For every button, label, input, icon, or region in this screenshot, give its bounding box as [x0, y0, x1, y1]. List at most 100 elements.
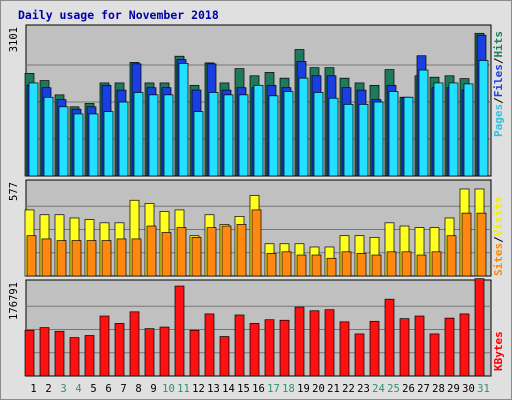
chart-title: Daily usage for November 2018	[18, 8, 219, 22]
legend-separator: /	[492, 57, 505, 64]
x-tick-label-14: 14	[222, 383, 235, 395]
bar-sites-day-23	[356, 253, 367, 277]
bar-kbytes-day-8	[129, 311, 140, 377]
bar-kbytes-day-10	[159, 326, 170, 377]
x-tick-label-6: 6	[105, 383, 111, 395]
bar-sites-day-14	[221, 225, 232, 277]
legend-item-pages: Pages	[492, 104, 505, 137]
x-tick-label-28: 28	[432, 383, 445, 395]
x-tick-label-23: 23	[357, 383, 370, 395]
bar-pages-day-29	[448, 82, 459, 177]
bar-sites-day-19	[296, 254, 307, 277]
bar-pages-day-11	[178, 63, 189, 177]
bar-sites-day-16	[251, 209, 262, 277]
legend-item-files: Files	[492, 64, 505, 97]
bar-sites-day-2	[41, 238, 52, 277]
bar-kbytes-day-27	[414, 315, 425, 377]
bar-kbytes-day-16	[249, 323, 260, 377]
bar-sites-day-31	[476, 212, 487, 277]
bar-sites-day-8	[131, 238, 142, 277]
bar-sites-day-26	[401, 251, 412, 277]
bar-pages-day-1	[28, 82, 39, 177]
bar-kbytes-day-5	[84, 335, 95, 377]
bar-sites-day-7	[116, 238, 127, 277]
bar-pages-day-24	[373, 101, 384, 177]
bar-kbytes-day-7	[114, 323, 125, 377]
x-tick-label-31: 31	[477, 383, 490, 395]
bar-pages-day-2	[43, 96, 54, 177]
bar-sites-day-15	[236, 224, 247, 277]
x-tick-label-7: 7	[120, 383, 126, 395]
bar-kbytes-day-25	[384, 298, 395, 377]
bar-pages-day-9	[148, 94, 159, 177]
bar-pages-day-5	[88, 113, 99, 177]
bar-sites-day-11	[176, 227, 187, 277]
bar-sites-day-20	[311, 254, 322, 277]
bar-sites-day-27	[416, 254, 427, 277]
bar-pages-day-25	[388, 91, 399, 177]
bar-kbytes-day-26	[399, 318, 410, 377]
x-tick-label-3: 3	[60, 383, 66, 395]
bar-pages-day-4	[73, 113, 84, 177]
panel-bottom: 176791 KBytes	[8, 278, 505, 377]
y-max-label: 577	[8, 182, 20, 201]
bar-pages-day-8	[133, 92, 144, 177]
x-tick-label-15: 15	[237, 383, 250, 395]
bar-kbytes-day-13	[204, 313, 215, 377]
bar-pages-day-26	[403, 96, 414, 177]
bar-pages-day-31	[478, 60, 489, 177]
x-tick-label-11: 11	[177, 383, 190, 395]
bar-sites-day-28	[431, 251, 442, 277]
bar-pages-day-21	[328, 97, 339, 177]
bar-sites-day-21	[326, 257, 337, 277]
x-tick-label-25: 25	[387, 383, 400, 395]
bar-kbytes-day-19	[294, 306, 305, 377]
legend-top: Pages/Files/Hits	[492, 31, 505, 137]
bar-pages-day-17	[268, 95, 279, 177]
legend-item-kbytes: KBytes	[492, 331, 505, 371]
bar-pages-day-30	[463, 83, 474, 177]
x-tick-label-2: 2	[45, 383, 51, 395]
bar-pages-day-7	[118, 101, 129, 177]
bar-sites-day-6	[101, 240, 112, 277]
bar-kbytes-day-14	[219, 336, 230, 377]
x-tick-label-4: 4	[75, 383, 81, 395]
bar-kbytes-day-18	[279, 319, 290, 377]
bar-sites-day-4	[71, 240, 82, 277]
bar-kbytes-day-12	[189, 329, 200, 377]
bar-kbytes-day-20	[309, 310, 320, 377]
x-tick-label-12: 12	[192, 383, 205, 395]
bar-kbytes-day-4	[69, 337, 80, 377]
bar-sites-day-12	[191, 236, 202, 277]
bar-sites-day-17	[266, 253, 277, 277]
x-tick-label-8: 8	[135, 383, 141, 395]
legend-item-hits: Hits	[492, 31, 505, 58]
bar-kbytes-day-31	[474, 278, 485, 377]
bar-pages-day-20	[313, 92, 324, 177]
bar-sites-day-24	[371, 254, 382, 277]
bar-pages-day-14	[223, 94, 234, 177]
legend-bottom: KBytes	[492, 331, 505, 371]
bar-sites-day-13	[206, 227, 217, 277]
x-tick-label-9: 9	[150, 383, 156, 395]
bar-pages-day-10	[163, 94, 174, 177]
legend-item-sites: Sites	[492, 243, 505, 276]
bar-kbytes-day-17	[264, 319, 275, 377]
x-tick-label-13: 13	[207, 383, 220, 395]
bar-kbytes-day-6	[99, 315, 110, 377]
x-tick-label-10: 10	[162, 383, 175, 395]
bar-kbytes-day-23	[354, 333, 365, 377]
bar-sites-day-22	[341, 251, 352, 277]
bar-kbytes-day-2	[39, 327, 50, 377]
x-tick-label-27: 27	[417, 383, 430, 395]
y-max-label: 3101	[8, 27, 20, 52]
x-tick-label-1: 1	[30, 383, 36, 395]
x-tick-label-22: 22	[342, 383, 355, 395]
bar-kbytes-day-11	[174, 285, 185, 377]
bar-pages-day-12	[193, 111, 204, 177]
bar-pages-day-23	[358, 104, 369, 177]
bar-pages-day-15	[238, 94, 249, 177]
chart-panels: 3101Pages/Files/Hits577Sites/Visits17679…	[8, 24, 505, 377]
bar-sites-day-10	[161, 232, 172, 277]
